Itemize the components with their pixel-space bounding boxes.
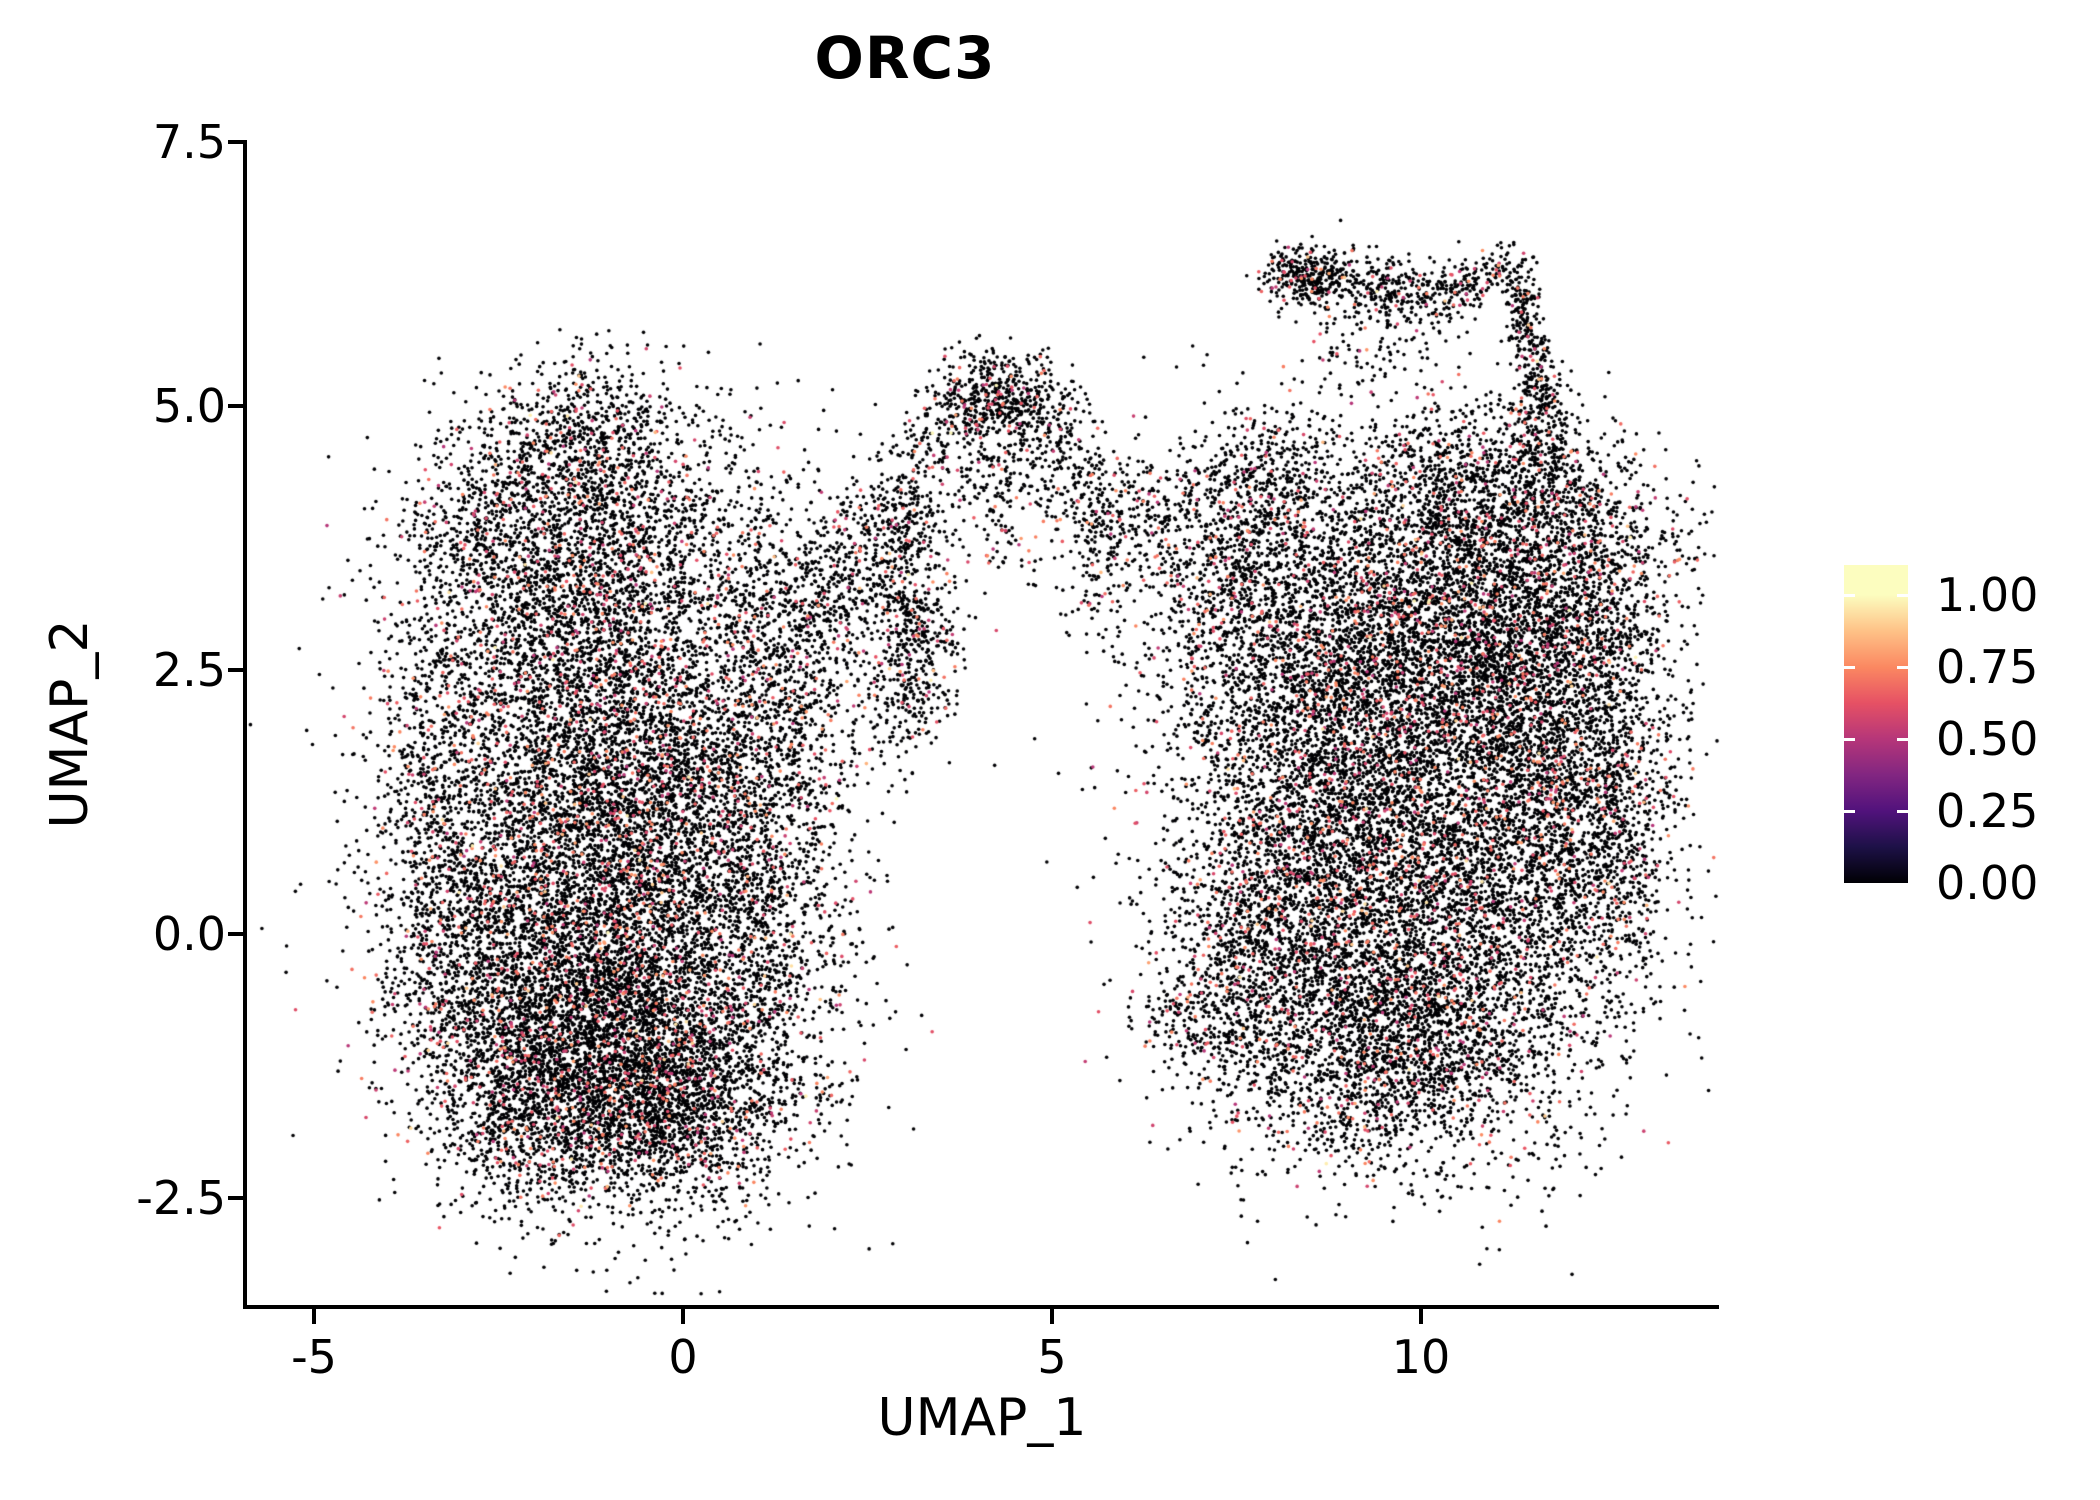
colorbar-tick-label: 0.25 [1936,784,2039,838]
y-tick-mark [228,1196,243,1200]
colorbar-tick-right [1897,738,1908,741]
x-tick-label: 10 [1391,1330,1451,1384]
x-tick-mark [312,1309,316,1324]
y-tick-label: -2.5 [136,1171,226,1225]
y-tick-mark [228,668,243,672]
colorbar-tick-label: 0.50 [1936,712,2039,766]
x-tick-mark [1050,1309,1054,1324]
x-axis-line [243,1305,1719,1309]
y-tick-mark [228,932,243,936]
plot-title: ORC3 [814,24,996,92]
x-tick-label: 5 [1037,1330,1067,1384]
y-tick-label: 5.0 [152,379,226,433]
colorbar-tick-right [1897,594,1908,597]
colorbar-tick-right [1897,666,1908,669]
y-axis-line [243,140,247,1309]
y-tick-mark [228,404,243,408]
colorbar-tick-label: 0.75 [1936,640,2039,694]
y-tick-mark [228,140,243,144]
y-tick-label: 7.5 [152,115,226,169]
colorbar-gradient [1844,565,1908,883]
x-tick-label: 0 [668,1330,698,1384]
colorbar-tick-label: 0.00 [1936,856,2039,910]
colorbar-tick-left [1844,666,1855,669]
colorbar-tick-left [1844,810,1855,813]
x-tick-mark [681,1309,685,1324]
colorbar-tick-left [1844,738,1855,741]
x-axis-title: UMAP_1 [877,1388,1087,1448]
colorbar-tick-right [1897,810,1908,813]
colorbar-tick-label: 1.00 [1936,568,2039,622]
y-tick-label: 0.0 [152,907,226,961]
x-tick-mark [1419,1309,1423,1324]
y-tick-label: 2.5 [152,643,226,697]
colorbar-tick-left [1844,594,1855,597]
x-tick-label: -5 [291,1330,337,1384]
y-axis-title: UMAP_2 [40,619,100,829]
